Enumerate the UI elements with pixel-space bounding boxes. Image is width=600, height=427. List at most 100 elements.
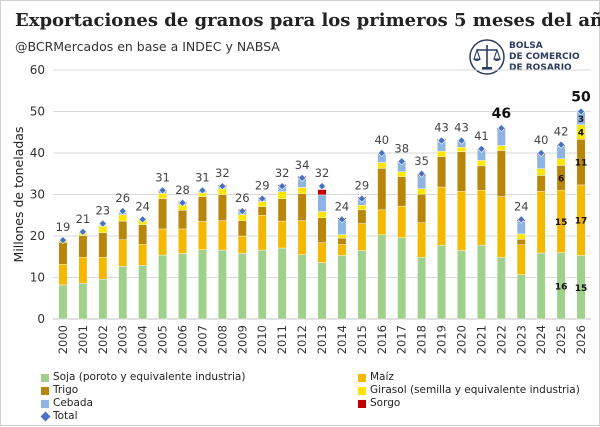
total-label-2018: 35 (414, 154, 429, 168)
x-tick-label-2006: 2006 (176, 325, 190, 354)
segment-label-girasol-2026: 4 (578, 129, 584, 139)
bar-segment-soja-2022 (497, 257, 505, 319)
total-label-2000: 19 (56, 220, 71, 234)
bar-segment-trigo-2022 (497, 151, 505, 197)
total-label-2004: 24 (135, 199, 150, 213)
bar-segment-maiz-2018 (417, 223, 425, 257)
bar-segment-maiz-2020 (457, 191, 465, 250)
bar-segment-maiz-2019 (437, 187, 445, 245)
total-label-2002: 23 (95, 204, 110, 218)
bar-segment-soja-2000 (59, 285, 67, 319)
bar-segment-soja-2002 (99, 279, 107, 319)
bar-segment-soja-2011 (278, 248, 286, 319)
total-label-2019: 43 (434, 121, 449, 135)
bar-segment-trigo-2006 (178, 210, 186, 229)
bar-segment-maiz-2002 (99, 257, 107, 279)
x-tick-label-2021: 2021 (474, 325, 488, 354)
bar-segment-girasol-2011 (278, 192, 286, 199)
x-tick-label-2000: 2000 (56, 325, 70, 354)
bar-segment-soja-2021 (477, 245, 485, 319)
bar-segment-trigo-2015 (358, 210, 366, 224)
x-tick-label-2013: 2013 (315, 325, 329, 354)
segment-label-soja-2026: 15 (575, 284, 588, 294)
total-label-2015: 29 (355, 179, 370, 193)
x-tick-label-2011: 2011 (275, 325, 289, 354)
x-tick-label-2026: 2026 (574, 325, 588, 354)
bar-segment-trigo-2001 (79, 236, 87, 258)
bar-segment-girasol-2003 (119, 215, 127, 221)
bar-segment-soja-2005 (158, 255, 166, 319)
bar-segment-trigo-2004 (138, 225, 146, 245)
bar-segment-girasol-2022 (497, 146, 505, 151)
x-tick-label-2025: 2025 (554, 325, 568, 354)
legend-label-trigo: Trigo (53, 384, 78, 396)
x-tick-label-2017: 2017 (395, 325, 409, 354)
bar-segment-girasol-2015 (358, 205, 366, 210)
bar-segment-trigo-2020 (457, 152, 465, 191)
bar-segment-maiz-2017 (398, 206, 406, 238)
x-tick-label-2009: 2009 (235, 325, 249, 354)
bar-segment-maiz-2013 (318, 243, 326, 263)
bar-segment-soja-2019 (437, 245, 445, 319)
bar-segment-soja-2018 (417, 257, 425, 319)
bar-segment-trigo-2003 (119, 221, 127, 240)
bar-segment-trigo-2000 (59, 242, 67, 264)
bar-segment-girasol-2024 (537, 169, 545, 176)
bar-segment-soja-2023 (517, 275, 525, 319)
bar-segment-maiz-2009 (238, 236, 246, 253)
bar-segment-soja-2024 (537, 253, 545, 319)
x-tick-label-2019: 2019 (435, 325, 449, 354)
segment-label-soja-2025: 16 (555, 282, 568, 292)
bar-segment-cebada-2013 (318, 195, 326, 212)
y-tick-label: 20 (30, 229, 45, 243)
total-label-2009: 26 (235, 191, 250, 205)
bar-segment-trigo-2019 (437, 157, 445, 187)
bar-segment-maiz-2010 (258, 215, 266, 250)
x-tick-label-2016: 2016 (375, 325, 389, 354)
bar-segment-trigo-2009 (238, 221, 246, 236)
bar-segment-girasol-2020 (457, 147, 465, 152)
bar-segment-girasol-2019 (437, 151, 445, 156)
bar-segment-trigo-2016 (378, 168, 386, 210)
total-label-2013: 32 (315, 166, 330, 180)
x-tick-label-2023: 2023 (514, 325, 528, 354)
bar-segment-maiz-2006 (178, 229, 186, 253)
bar-segment-maiz-2015 (358, 224, 366, 251)
bar-segment-maiz-2000 (59, 264, 67, 285)
x-tick-label-2015: 2015 (355, 325, 369, 354)
bar-segment-soja-2014 (338, 256, 346, 319)
legend-label-maiz: Maíz (370, 371, 394, 383)
bar-segment-girasol-2017 (398, 172, 406, 177)
legend-label-total: Total (53, 410, 78, 422)
legend-swatch-cebada (41, 400, 49, 408)
bar-segment-soja-2010 (258, 250, 266, 319)
bar-segment-maiz-2023 (517, 245, 525, 275)
total-label-2023: 24 (514, 199, 529, 213)
x-tick-label-2001: 2001 (76, 325, 90, 354)
bar-segment-maiz-2004 (138, 244, 146, 265)
y-tick-label: 10 (30, 271, 45, 285)
bar-segment-trigo-2010 (258, 207, 266, 216)
bar-segment-trigo-2005 (158, 199, 166, 229)
bar-segment-trigo-2011 (278, 199, 286, 221)
total-label-2024: 40 (534, 133, 549, 147)
bar-segment-girasol-2016 (378, 163, 386, 169)
x-tick-label-2002: 2002 (96, 325, 110, 354)
total-label-2016: 40 (374, 133, 389, 147)
y-axis-label: Millones de toneladas (11, 127, 26, 263)
bar-segment-maiz-2008 (218, 221, 226, 250)
segment-label-maiz-2025: 15 (555, 218, 568, 228)
bar-segment-soja-2003 (119, 266, 127, 319)
total-label-2014: 24 (335, 199, 350, 213)
bar-segment-maiz-2024 (537, 191, 545, 253)
legend-swatch-maiz (358, 374, 366, 382)
bar-segment-trigo-2007 (198, 197, 206, 222)
bar-segment-trigo-2017 (398, 177, 406, 206)
total-label-2026: 50 (571, 90, 591, 106)
bar-segment-maiz-2014 (338, 244, 346, 255)
x-tick-label-2008: 2008 (215, 325, 229, 354)
legend-label-cebada: Cebada (53, 397, 93, 409)
bar-segment-maiz-2003 (119, 240, 127, 267)
total-label-2008: 32 (215, 166, 230, 180)
segment-label-maiz-2026: 17 (575, 217, 588, 227)
